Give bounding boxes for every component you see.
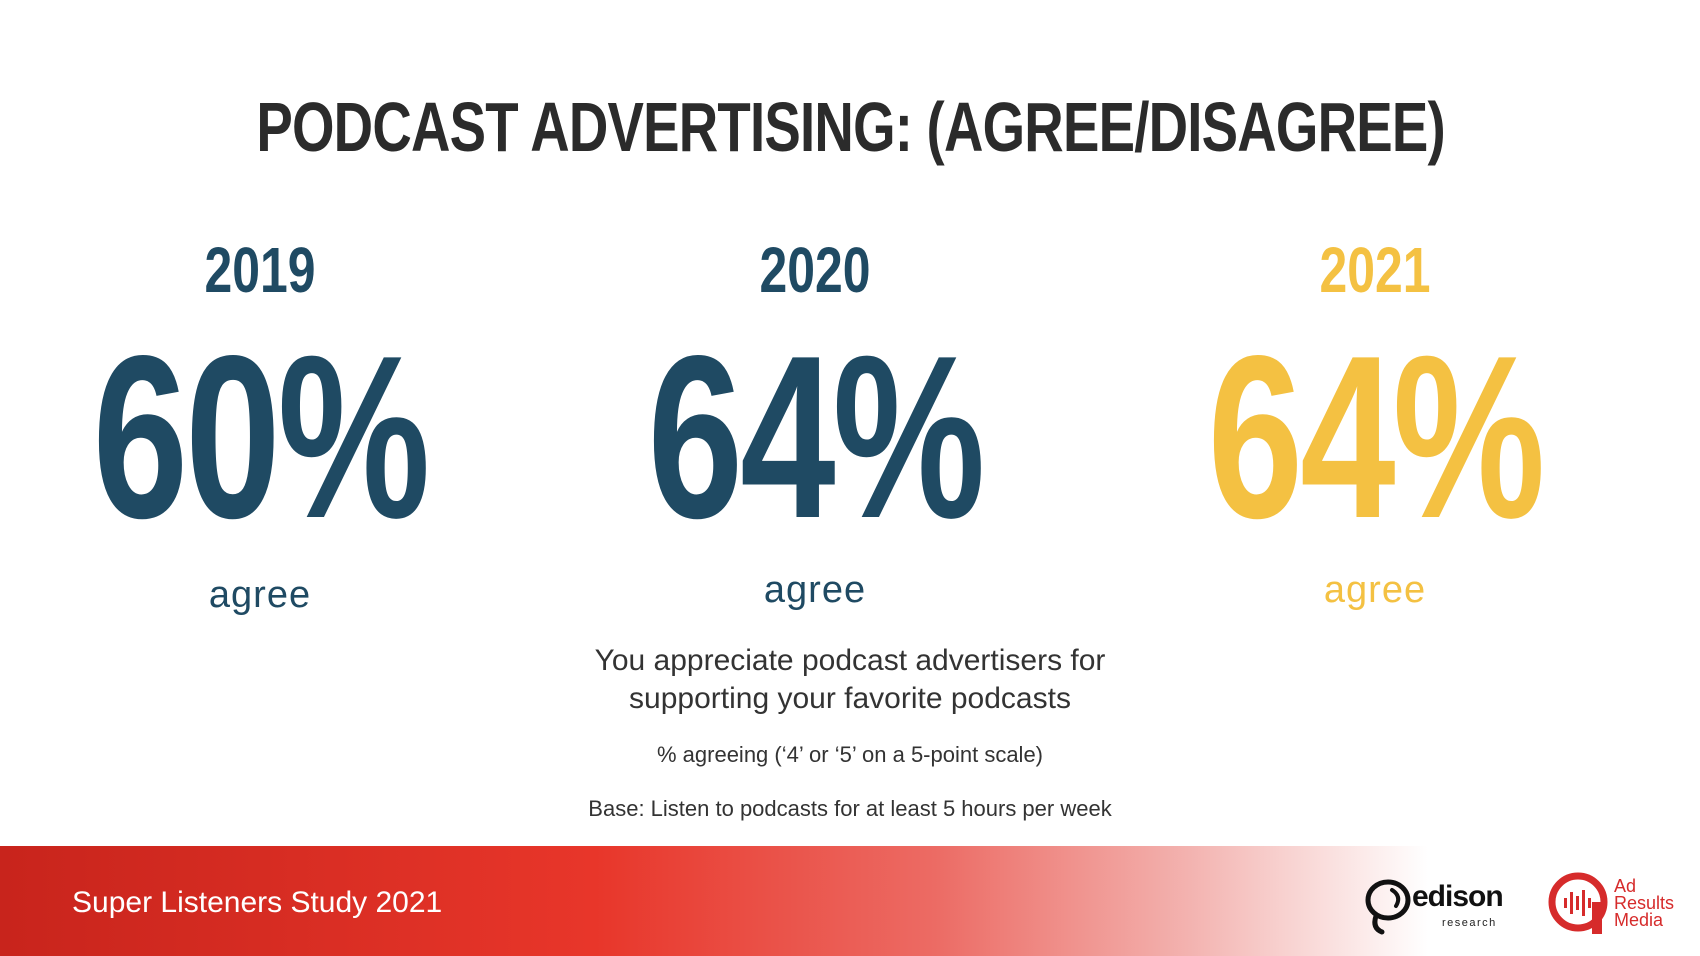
question-line-1: You appreciate podcast advertisers for bbox=[594, 644, 1106, 677]
agree-label: agree bbox=[1323, 569, 1427, 611]
base-note: Base: Listen to podcasts for at least 5 … bbox=[588, 796, 1112, 821]
ad-results-media-icon bbox=[1548, 872, 1608, 934]
arm-wordmark: Ad Results Media bbox=[1614, 876, 1675, 930]
edison-subtext: research bbox=[1442, 917, 1497, 929]
year-label: 2021 bbox=[1319, 234, 1431, 306]
agree-label: agree bbox=[208, 574, 312, 616]
page-title: PODCAST ADVERTISING: (AGREE/DISAGREE) bbox=[256, 88, 1445, 166]
year-label: 2020 bbox=[759, 234, 871, 306]
arm-line-3: Media bbox=[1614, 910, 1664, 930]
question-line-2: supporting your favorite podcasts bbox=[629, 682, 1071, 715]
arm-line-1: Ad bbox=[1614, 876, 1637, 896]
percent-value: 64% bbox=[647, 308, 986, 567]
edison-bulb-icon bbox=[1365, 879, 1411, 935]
year-label: 2019 bbox=[204, 234, 316, 306]
ad-results-media-logo: Ad Results Media bbox=[1548, 872, 1698, 942]
arm-line-2: Results bbox=[1614, 893, 1675, 913]
edison-research-logo: edison research bbox=[1362, 870, 1512, 940]
edison-wordmark: edison bbox=[1412, 880, 1504, 913]
percent-value: 60% bbox=[92, 308, 431, 567]
footer-band bbox=[0, 846, 1700, 956]
percent-value: 64% bbox=[1207, 308, 1546, 567]
survey-question: You appreciate podcast advertisers for s… bbox=[0, 642, 1700, 718]
agree-label: agree bbox=[763, 569, 867, 611]
scale-note: % agreeing (‘4’ or ‘5’ on a 5-point scal… bbox=[656, 742, 1044, 767]
study-name: Super Listeners Study 2021 bbox=[72, 886, 443, 919]
